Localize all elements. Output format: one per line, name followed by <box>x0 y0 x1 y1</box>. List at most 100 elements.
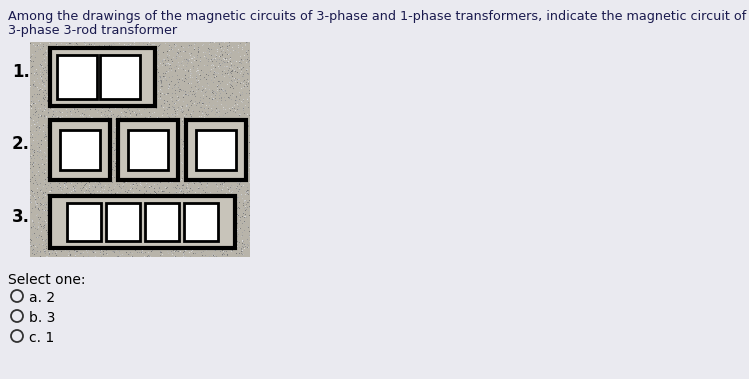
Point <box>31 153 43 159</box>
Point <box>239 143 251 149</box>
Point <box>62 101 74 107</box>
Point <box>238 200 250 206</box>
Point <box>102 125 114 131</box>
Point <box>112 86 124 92</box>
Point <box>132 102 144 108</box>
Point <box>234 251 246 257</box>
Point <box>192 229 204 235</box>
Point <box>159 75 171 81</box>
Point <box>60 120 72 126</box>
Point <box>143 130 155 136</box>
Point <box>39 88 51 94</box>
Point <box>81 174 93 180</box>
Point <box>139 114 151 121</box>
Point <box>60 121 72 127</box>
Point <box>26 243 38 249</box>
Point <box>235 149 247 155</box>
Point <box>42 217 54 223</box>
Point <box>191 52 203 58</box>
Point <box>187 171 199 177</box>
Point <box>157 63 169 69</box>
Point <box>27 93 39 99</box>
Point <box>227 173 239 179</box>
Point <box>240 244 252 250</box>
Point <box>97 123 109 129</box>
Point <box>38 114 50 120</box>
Point <box>115 220 127 226</box>
Point <box>111 179 123 185</box>
Point <box>79 39 91 45</box>
Point <box>39 96 51 102</box>
Point <box>131 240 143 246</box>
Point <box>39 249 51 255</box>
Point <box>113 56 125 62</box>
Point <box>212 141 224 147</box>
Point <box>237 202 249 208</box>
Point <box>51 121 63 127</box>
Point <box>230 157 242 163</box>
Point <box>142 153 154 160</box>
Point <box>37 142 49 148</box>
Point <box>221 252 233 258</box>
Point <box>122 68 134 74</box>
Point <box>80 178 92 184</box>
Point <box>240 188 252 194</box>
Point <box>59 135 71 141</box>
Point <box>151 204 163 210</box>
Point <box>172 47 184 53</box>
Point <box>48 186 60 192</box>
Point <box>195 232 207 238</box>
Point <box>206 56 218 62</box>
Point <box>55 40 67 46</box>
Point <box>218 244 230 250</box>
Point <box>131 82 143 88</box>
Point <box>102 193 114 199</box>
Point <box>78 74 90 80</box>
Point <box>61 184 73 190</box>
Point <box>36 141 48 147</box>
Point <box>103 64 115 70</box>
Point <box>172 186 184 192</box>
Point <box>211 176 223 182</box>
Point <box>31 72 43 78</box>
Point <box>162 111 174 117</box>
Point <box>145 102 157 108</box>
Point <box>125 171 137 177</box>
Point <box>151 191 163 197</box>
Point <box>46 119 58 125</box>
Point <box>207 140 219 146</box>
Point <box>132 103 144 109</box>
Point <box>27 193 39 199</box>
Point <box>43 86 55 92</box>
Point <box>98 200 110 206</box>
Point <box>136 171 148 177</box>
Point <box>166 105 178 111</box>
Point <box>125 190 137 196</box>
Point <box>68 227 80 233</box>
Point <box>240 49 252 55</box>
Point <box>85 162 97 168</box>
Point <box>127 67 139 73</box>
Point <box>223 94 235 100</box>
Point <box>68 186 80 192</box>
Point <box>93 161 105 168</box>
Point <box>38 219 50 225</box>
Point <box>64 174 76 180</box>
Point <box>107 233 119 239</box>
Point <box>165 238 177 244</box>
Point <box>67 86 79 92</box>
Point <box>166 46 178 52</box>
Point <box>231 171 243 177</box>
Point <box>228 179 240 185</box>
Point <box>170 42 182 48</box>
Point <box>240 42 252 48</box>
Point <box>225 68 237 74</box>
Point <box>85 235 97 241</box>
Point <box>204 157 216 163</box>
Point <box>80 80 92 86</box>
Point <box>149 86 161 92</box>
Point <box>174 83 186 89</box>
Point <box>116 105 128 111</box>
Point <box>239 218 251 224</box>
Point <box>219 180 231 186</box>
